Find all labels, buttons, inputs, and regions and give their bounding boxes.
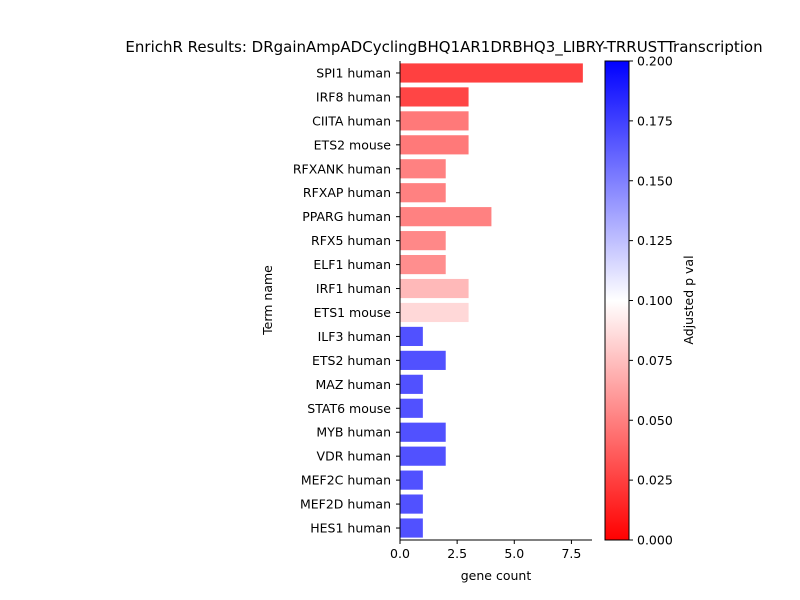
colorbar-tick-label: 0.175 bbox=[637, 113, 673, 128]
bar-spi1-human bbox=[400, 63, 583, 83]
colorbar-tick-label: 0.050 bbox=[637, 413, 673, 428]
colorbar-title: Adjusted p val bbox=[681, 255, 696, 344]
y-tick-label: ETS2 human bbox=[312, 353, 391, 368]
x-axis-title: gene count bbox=[461, 568, 532, 583]
bar-maz-human bbox=[400, 374, 423, 394]
y-tick-label: SPI1 human bbox=[316, 65, 391, 80]
bar-ilf3-human bbox=[400, 326, 423, 347]
bars-layer bbox=[400, 63, 583, 538]
bar-irf8-human bbox=[400, 87, 469, 107]
colorbar-tick-label: 0.100 bbox=[637, 293, 673, 308]
y-tick-label: RFX5 human bbox=[311, 233, 391, 248]
y-tick-label: RFXANK human bbox=[293, 161, 391, 176]
colorbar-tick-label: 0.025 bbox=[637, 473, 673, 488]
chart-title: EnrichR Results: DRgainAmpADCyclingBHQ1A… bbox=[125, 38, 762, 57]
x-tick-label: 5.0 bbox=[504, 546, 524, 561]
x-axis-ticks: 0.0 2.5 5.0 7.5 bbox=[390, 540, 581, 561]
bar-hes1-human bbox=[400, 518, 423, 538]
y-tick-label: ILF3 human bbox=[318, 329, 391, 344]
bar-ets2-mouse bbox=[400, 135, 469, 155]
colorbar-tick-label: 0.150 bbox=[637, 173, 673, 188]
y-axis-title: Term name bbox=[260, 265, 275, 336]
y-tick-label: ELF1 human bbox=[313, 257, 391, 272]
y-tick-label: CIITA human bbox=[312, 113, 391, 128]
bar-irf1-human bbox=[400, 278, 469, 299]
bar-rfxank-human bbox=[400, 159, 446, 179]
bar-ets1-mouse bbox=[400, 302, 469, 323]
x-tick-label: 2.5 bbox=[447, 546, 467, 561]
y-tick-label: ETS1 mouse bbox=[314, 305, 392, 320]
bar-myb-human bbox=[400, 422, 446, 442]
y-tick-label: MYB human bbox=[316, 425, 391, 440]
y-tick-labels: SPI1 human IRF8 human CIITA human ETS2 mous… bbox=[293, 65, 400, 536]
x-tick-label: 7.5 bbox=[561, 546, 581, 561]
y-tick-label: MAZ human bbox=[316, 377, 391, 392]
y-tick-label: STAT6 mouse bbox=[307, 401, 391, 416]
colorbar-tick-label: 0.000 bbox=[637, 533, 673, 548]
x-tick-label: 0.0 bbox=[390, 546, 410, 561]
bar-ets2-human bbox=[400, 350, 446, 370]
colorbar-tick-label: 0.075 bbox=[637, 353, 673, 368]
bar-pparg-human bbox=[400, 207, 492, 227]
colorbar-tick-label: 0.200 bbox=[637, 54, 673, 69]
y-tick-label: IRF1 human bbox=[316, 281, 391, 296]
y-tick-label: RFXAP human bbox=[303, 185, 391, 200]
colorbar-ticks: 0.000 0.025 0.050 0.075 0.100 0.125 0.150 0.175… bbox=[629, 54, 673, 548]
y-tick-label: VDR human bbox=[317, 449, 391, 464]
colorbar-tick-label: 0.125 bbox=[637, 233, 673, 248]
y-tick-label: ETS2 mouse bbox=[314, 137, 392, 152]
bar-mef2d-human bbox=[400, 494, 423, 514]
bar-vdr-human bbox=[400, 446, 446, 466]
colorbar bbox=[604, 60, 630, 541]
bar-stat6-mouse bbox=[400, 398, 423, 418]
y-tick-label: IRF8 human bbox=[316, 89, 391, 104]
bar-rfxap-human bbox=[400, 183, 446, 203]
bar-elf1-human bbox=[400, 254, 446, 275]
y-tick-label: MEF2D human bbox=[300, 497, 391, 512]
bar-mef2c-human bbox=[400, 470, 423, 490]
bar-ciita-human bbox=[400, 111, 469, 131]
bar-rfx5-human bbox=[400, 231, 446, 251]
y-tick-label: MEF2C human bbox=[301, 473, 391, 488]
y-tick-label: PPARG human bbox=[302, 209, 391, 224]
y-tick-label: HES1 human bbox=[310, 521, 391, 536]
